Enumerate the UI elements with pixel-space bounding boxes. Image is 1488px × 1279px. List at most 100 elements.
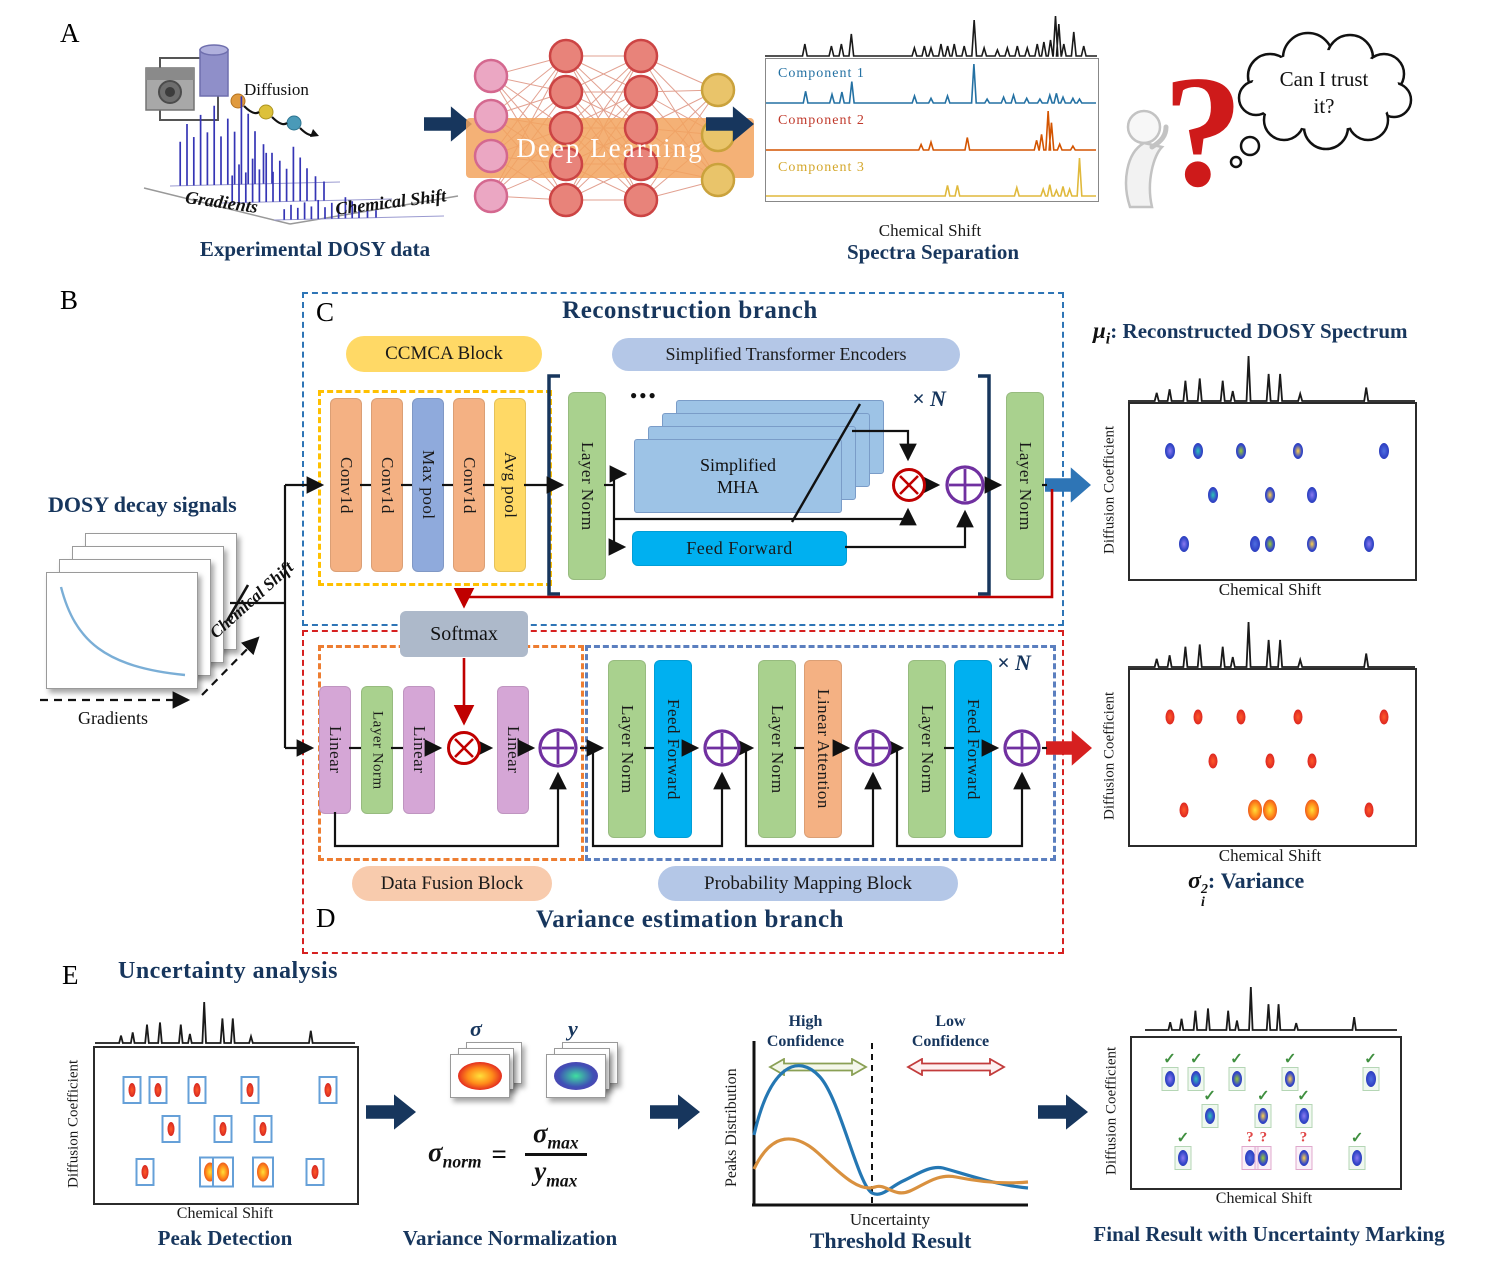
separation-xlabel: Chemical Shift [878,221,982,240]
dosy-peak [1164,1070,1175,1087]
variance-peak [1179,802,1189,818]
deep-learning-band [466,118,754,178]
component3-spectrum [766,157,1096,197]
detection-1d-spectrum [95,1001,355,1044]
separation-caption: Spectra Separation [846,240,1020,264]
decay-card-front [46,572,198,689]
variance-branch-title: Variance estimation branch [536,906,844,933]
mu-1d-spectrum [1128,355,1415,402]
thinking-person-illustration: ? [1124,42,1243,220]
variance-peak [1293,709,1303,725]
high-confidence-label: High Confidence [766,1013,845,1050]
person-head [1126,109,1162,145]
detected-peak [167,1121,175,1136]
component2-spectrum [766,110,1096,151]
dosy-peak [1250,536,1261,552]
component2-label: Component 2 [778,113,865,128]
dosy-peak [1207,487,1218,503]
detection-xlabel: Chemical Shift [176,1205,274,1222]
detection-box [305,1158,325,1186]
dosy-peak [1298,1150,1309,1166]
mu-output-title: μi: Reconstructed DOSY Spectrum [1093,318,1408,348]
detection-box [187,1075,207,1104]
decay-curve [59,586,186,677]
diffusing-molecule-icon [230,93,246,109]
sigma-map-ylabel: Diffusion Coefficient [1101,691,1118,820]
check-mark: ✓ [1283,1051,1297,1067]
left-bracket [547,374,560,596]
threshold-plot [752,1041,1029,1207]
threshold-caption: Threshold Result [809,1228,972,1253]
diffusion-label: Diffusion [244,80,309,99]
detection-box [251,1156,274,1188]
final-1d-spectrum [1145,986,1397,1031]
dosy-peak [1193,443,1204,460]
linear-attention-block: Linear Attention [804,660,842,838]
dosy-peak [1191,1070,1202,1087]
uncertain-mark: ? [1246,1129,1254,1146]
add-op-icon [538,728,578,768]
variance-peak [1379,709,1389,725]
uncertain-mark: ? [1299,1129,1308,1146]
uncertainty-analysis-title: Uncertainty analysis [118,958,338,984]
detected-peak [217,1162,230,1182]
diffusing-molecule-icon [258,104,274,120]
feed-forward-block: Feed Forward [654,660,692,838]
data-fusion-pill: Data Fusion Block [352,866,552,901]
dosy-peak [1258,1108,1269,1124]
sigma-1d-spectrum [1128,621,1415,668]
deep-learning-network: Deep Learning [466,38,754,218]
detection-box [161,1114,181,1143]
multiply-op-icon [892,468,926,502]
detection-box [253,1114,273,1143]
feed-forward-block: Feed Forward [632,531,847,566]
variance-peak [1364,802,1374,818]
mixture-spectrum [765,15,1097,57]
repeat-n-label: × N [912,386,946,411]
reconstructed-dosy-map [1128,402,1417,581]
variance-branch-box [302,630,1064,954]
softmax-block: Softmax [400,611,528,657]
panel-e-label: E [62,960,79,990]
sigma-map-xlabel: Chemical Shift [1218,846,1322,865]
variance-peak [1305,799,1320,821]
layer-norm-block: Layer Norm [568,392,606,580]
linear-block: Linear [497,686,529,814]
max-pool-block: Max pool [412,398,444,572]
check-mark: ✓ [1297,1088,1310,1105]
sigma-heatmap-blob [458,1062,502,1090]
flow-arrow [650,1094,700,1130]
conv1d-block: Conv1d [330,398,362,572]
variance-peak [1208,753,1218,769]
repeat-n-label: × N [997,650,1031,675]
mu-map-ylabel: Diffusion Coefficient [1101,425,1118,554]
dosy-peak [1352,1150,1363,1166]
detected-peak [259,1121,267,1136]
dosy-peak [1179,536,1190,552]
feed-forward-block: Feed Forward [954,660,992,838]
y-heatmap-blob [554,1062,598,1090]
low-confidence-arrow-icon [906,1058,1006,1076]
blue-distribution-curve [752,1064,1029,1196]
add-op-icon [1003,729,1041,767]
thought-bubble [1229,31,1413,169]
mha-label-line2: MHA [716,477,759,497]
component1-spectrum [766,63,1096,104]
linear-block: Linear [403,686,435,814]
dosy-peak [1365,1070,1376,1087]
detected-peak [256,1162,269,1182]
conv1d-block: Conv1d [371,398,403,572]
check-mark: ✓ [1364,1051,1377,1067]
detected-peak [193,1082,201,1097]
uncertain-mark: ? [1259,1129,1268,1146]
low-confidence-label: Low Confidence [911,1013,990,1050]
variance-peak [1265,753,1275,769]
reconstruction-branch-box [302,292,1064,626]
stack-ellipsis: ●●● [630,388,658,402]
probability-mapping-pill: Probability Mapping Block [658,866,958,901]
detected-peak [311,1165,319,1179]
transformer-encoders-pill: Simplified Transformer Encoders [612,338,960,371]
detection-box [148,1075,168,1104]
experimental-dosy-illustration [143,44,459,225]
